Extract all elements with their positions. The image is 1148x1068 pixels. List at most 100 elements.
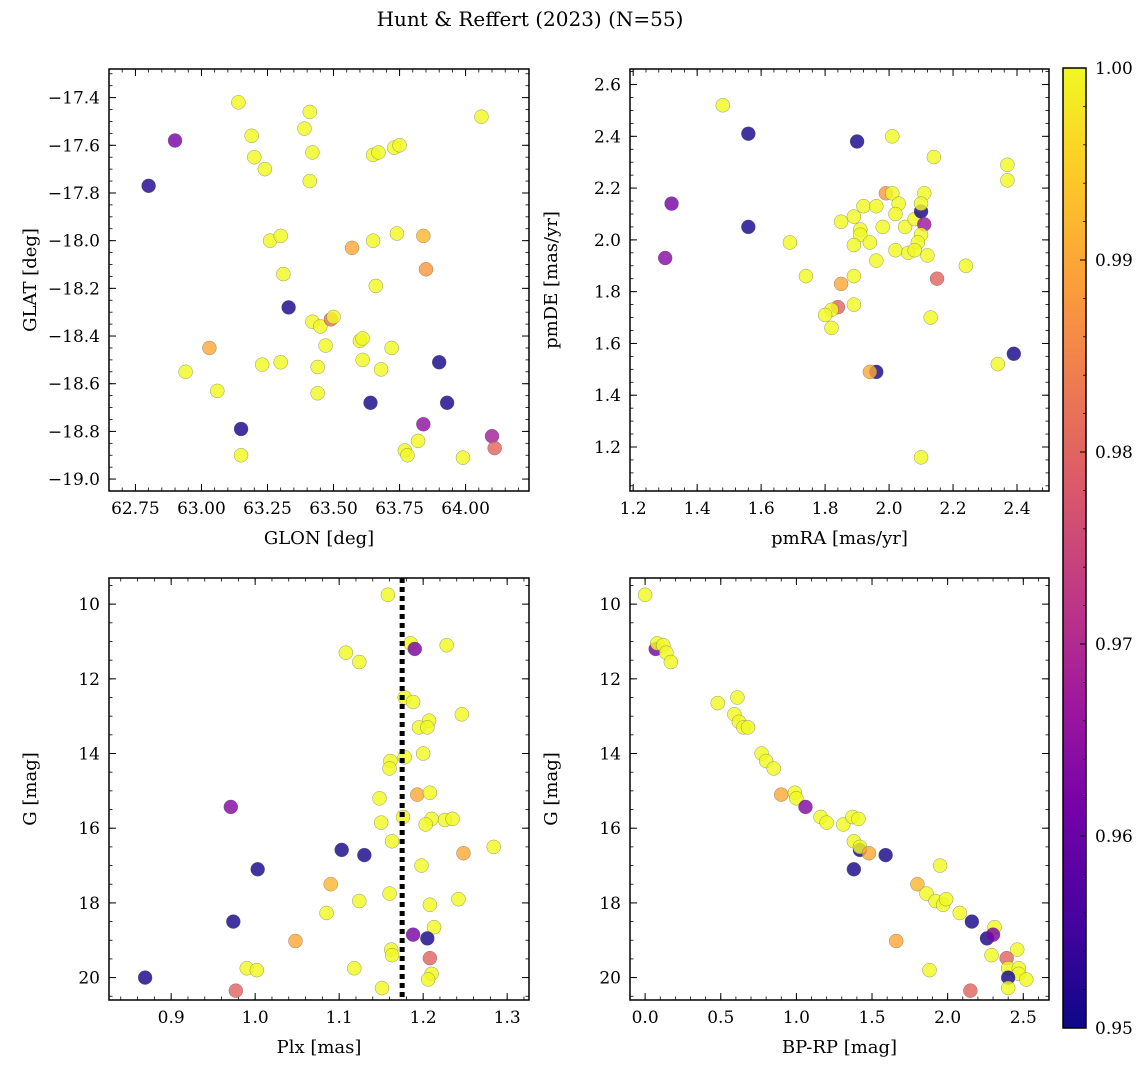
data-point <box>374 980 390 996</box>
colorbar-tick-label: 0.95 <box>1095 1019 1133 1039</box>
data-point <box>178 364 193 380</box>
y-tick-label: −18.6 <box>48 375 100 395</box>
data-point <box>798 799 813 815</box>
axes-frame <box>629 577 1050 1001</box>
colorbar-tick-label: 0.96 <box>1095 827 1133 847</box>
data-point <box>888 242 903 258</box>
data-point <box>357 847 372 863</box>
data-point <box>297 121 312 136</box>
y-tick-label: 2.6 <box>594 76 621 96</box>
scatter-points <box>657 97 1022 465</box>
data-point <box>938 891 954 907</box>
data-point <box>637 587 653 603</box>
data-point <box>990 356 1006 372</box>
x-tick-label: 1.4 <box>684 499 711 519</box>
data-point <box>710 695 725 711</box>
colorbar-tick-label: 0.98 <box>1095 443 1133 463</box>
x-axis-label: BP-RP [mag] <box>782 1037 897 1058</box>
data-point <box>451 891 466 907</box>
x-tick-label: 2.0 <box>934 1008 961 1028</box>
data-point <box>273 355 288 370</box>
data-point <box>382 761 397 776</box>
y-tick-label: −17.8 <box>48 184 100 204</box>
data-point <box>305 145 320 160</box>
y-tick-label: 14 <box>78 745 100 765</box>
colorbar-gradient <box>1063 68 1086 1028</box>
data-point <box>487 440 502 456</box>
data-point <box>210 383 225 399</box>
data-point <box>766 761 781 776</box>
data-point <box>929 271 945 286</box>
x-axis-label: Plx [mas] <box>277 1037 362 1058</box>
x-tick-label: 0.0 <box>632 1008 659 1028</box>
axes-frame <box>108 577 530 1001</box>
data-point <box>247 149 262 165</box>
data-point <box>730 690 745 705</box>
x-tick-label: 2.0 <box>876 499 903 519</box>
data-point <box>888 933 904 949</box>
x-axis-label: GLON [deg] <box>264 528 374 549</box>
y-tick-label: 2.2 <box>594 179 621 199</box>
data-point <box>958 258 974 274</box>
data-point <box>326 309 341 325</box>
data-point <box>663 654 679 670</box>
x-tick-label: 0.9 <box>158 1008 185 1028</box>
data-point <box>824 320 839 336</box>
x-tick-label: 1.1 <box>326 1008 353 1028</box>
data-point <box>288 933 303 949</box>
data-point <box>249 962 265 978</box>
data-point <box>1019 972 1034 987</box>
data-point <box>1000 980 1016 996</box>
data-point <box>913 450 929 465</box>
data-point <box>228 983 244 998</box>
data-point <box>338 645 354 660</box>
scatter-points <box>141 95 502 465</box>
data-point <box>273 228 288 244</box>
y-tick-label: 20 <box>78 969 100 989</box>
data-point <box>416 416 431 432</box>
x-tick-label: 1.0 <box>783 1008 810 1028</box>
data-point <box>347 961 362 976</box>
panel-2: 1.2 1.4 1.6 1.8 2.0 2.2 2.4 1.2 1.4 1.6 1.8 2.0 2.2 2… <box>541 68 1050 549</box>
y-tick-label: −17.6 <box>48 136 100 156</box>
data-point <box>302 173 318 189</box>
panel-3: 0.9 1.0 1.1 1.2 1.3 10 12 14 16 18 20 Plx [mas] G [m… <box>20 577 530 1058</box>
data-point <box>384 947 400 963</box>
data-point <box>384 834 400 849</box>
data-point <box>910 876 925 892</box>
y-axis-label: GLAT [deg] <box>20 228 41 332</box>
y-tick-label: 12 <box>599 670 621 690</box>
x-tick-label: 0.5 <box>707 1008 734 1028</box>
y-tick-label: 18 <box>78 894 100 914</box>
data-point <box>250 862 265 877</box>
data-point <box>344 240 360 256</box>
scatter-points <box>637 587 1034 998</box>
y-tick-label: −18.4 <box>48 327 100 347</box>
data-point <box>167 133 183 148</box>
y-tick-label: 1.2 <box>594 438 621 458</box>
colorbar-tick-label: 0.97 <box>1095 635 1133 655</box>
data-point <box>405 694 421 710</box>
data-point <box>352 654 367 670</box>
data-point <box>885 129 900 144</box>
data-point <box>254 357 270 372</box>
data-point <box>323 876 339 892</box>
data-point <box>318 338 333 353</box>
y-tick-label: −18.2 <box>48 279 100 299</box>
data-point <box>281 300 296 315</box>
data-point <box>856 198 871 214</box>
data-point <box>846 237 862 253</box>
data-point <box>456 845 471 861</box>
colorbar-frame <box>1062 67 1087 1029</box>
data-point <box>846 268 862 284</box>
data-point <box>310 385 325 401</box>
data-point <box>226 914 241 929</box>
y-axis-label: G [mag] <box>541 752 562 825</box>
y-tick-label: 18 <box>599 894 621 914</box>
data-point <box>798 268 814 284</box>
data-point <box>276 266 291 282</box>
scatter-points <box>137 587 501 998</box>
data-point <box>846 297 862 312</box>
data-point <box>782 235 798 250</box>
data-point <box>223 799 239 815</box>
